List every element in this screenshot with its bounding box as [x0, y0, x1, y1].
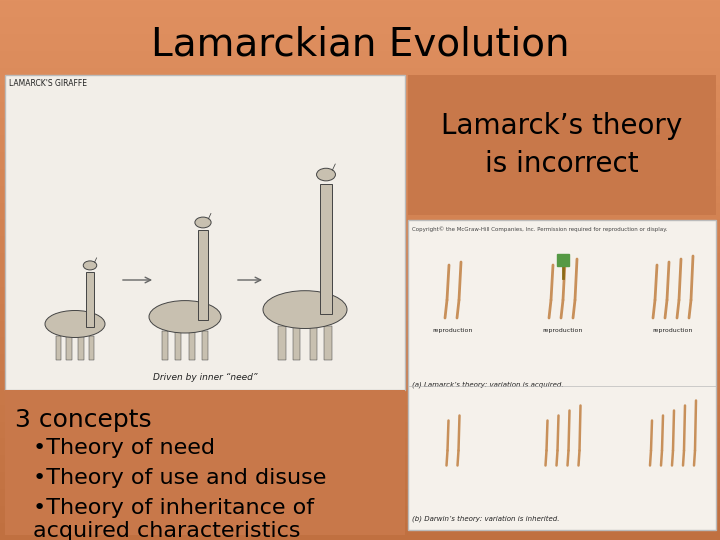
- Bar: [408, 220, 716, 530]
- Ellipse shape: [263, 291, 347, 328]
- Text: LAMARCK'S GIRAFFE: LAMARCK'S GIRAFFE: [9, 79, 87, 88]
- Text: (a) Lamarck’s theory: variation is acquired.: (a) Lamarck’s theory: variation is acqui…: [412, 382, 564, 388]
- Bar: [202, 331, 208, 360]
- Text: Lamarck’s theory
is incorrect: Lamarck’s theory is incorrect: [441, 111, 683, 179]
- Bar: [56, 336, 61, 360]
- Text: 3 concepts: 3 concepts: [15, 408, 152, 432]
- Text: reproduction: reproduction: [433, 328, 473, 333]
- Text: reproduction: reproduction: [543, 328, 583, 333]
- Bar: [78, 336, 84, 360]
- Bar: [310, 326, 318, 360]
- Bar: [66, 336, 72, 360]
- Bar: [320, 184, 332, 314]
- Bar: [293, 326, 300, 360]
- Bar: [189, 331, 195, 360]
- Bar: [408, 75, 716, 215]
- Text: Lamarckian Evolution: Lamarckian Evolution: [150, 26, 570, 64]
- Bar: [198, 231, 208, 320]
- Bar: [5, 75, 405, 390]
- Bar: [324, 326, 332, 360]
- Bar: [86, 272, 94, 327]
- Bar: [89, 336, 94, 360]
- Text: •Theory of use and disuse: •Theory of use and disuse: [33, 468, 326, 488]
- Text: Driven by inner “need”: Driven by inner “need”: [153, 373, 257, 382]
- Ellipse shape: [317, 168, 336, 181]
- Ellipse shape: [195, 217, 211, 228]
- Text: reproduction: reproduction: [653, 328, 693, 333]
- Ellipse shape: [149, 301, 221, 333]
- Text: Copyright© the McGraw-Hill Companies, Inc. Permission required for reproduction : Copyright© the McGraw-Hill Companies, In…: [412, 226, 667, 232]
- Ellipse shape: [84, 261, 96, 270]
- Ellipse shape: [45, 310, 105, 338]
- Text: (b) Darwin’s theory: variation is inherited.: (b) Darwin’s theory: variation is inheri…: [412, 515, 559, 522]
- Text: •Theory of inheritance of
acquired characteristics: •Theory of inheritance of acquired chara…: [33, 498, 314, 540]
- Bar: [162, 331, 168, 360]
- Bar: [174, 331, 181, 360]
- Bar: [278, 326, 286, 360]
- Bar: [5, 390, 405, 535]
- Text: •Theory of need: •Theory of need: [33, 438, 215, 458]
